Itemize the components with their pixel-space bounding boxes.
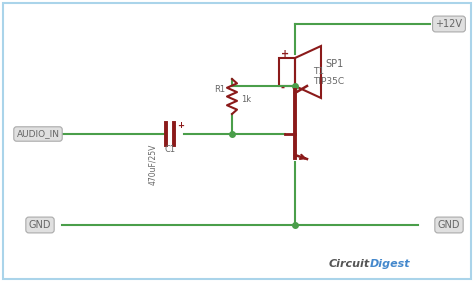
Text: GND: GND — [29, 220, 51, 230]
Text: 1k: 1k — [241, 94, 251, 103]
Text: -: - — [281, 83, 285, 93]
Text: TIP35C: TIP35C — [313, 77, 344, 86]
Text: +: + — [281, 49, 289, 59]
Text: R1: R1 — [214, 85, 226, 94]
Text: +: + — [177, 122, 184, 131]
Text: Circuit: Circuit — [329, 259, 370, 269]
Text: GND: GND — [438, 220, 460, 230]
FancyBboxPatch shape — [3, 3, 471, 279]
Text: AUDIO_IN: AUDIO_IN — [17, 129, 60, 138]
Text: 470uF/25V: 470uF/25V — [148, 144, 157, 185]
Text: +12V: +12V — [436, 19, 463, 29]
Text: Digest: Digest — [370, 259, 410, 269]
Bar — [279, 58, 295, 86]
Text: T1: T1 — [313, 67, 324, 76]
Text: SP1: SP1 — [325, 59, 343, 69]
Text: C1: C1 — [164, 145, 175, 154]
